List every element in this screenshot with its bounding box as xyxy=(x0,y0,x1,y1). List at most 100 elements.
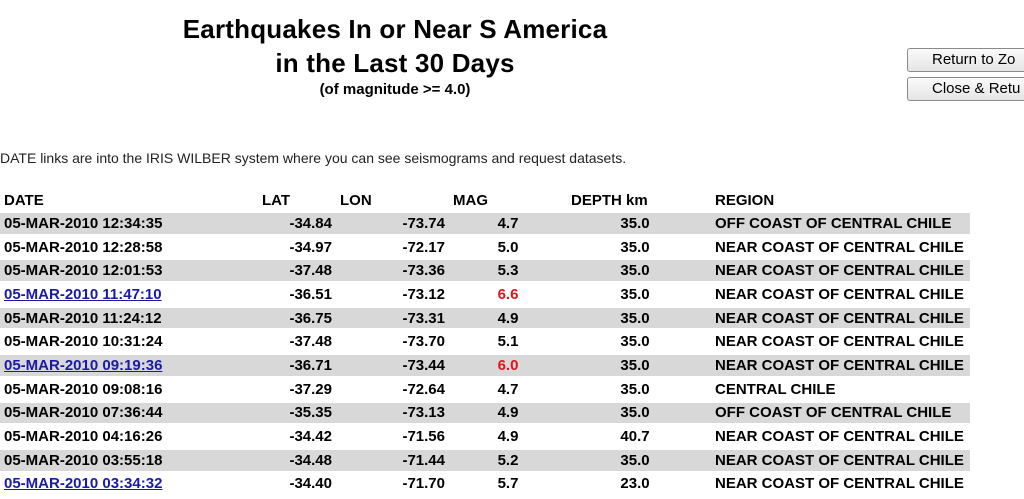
region-cell: NEAR COAST OF CENTRAL CHILE xyxy=(715,333,964,351)
table-row: 05-MAR-2010 04:16:26 -34.42 -71.56 4.9 40.7 N… xyxy=(0,426,970,447)
lat-cell: -37.48 xyxy=(258,260,336,282)
page-title-line-2: in the Last 30 Days xyxy=(275,48,515,78)
date-cell: 05-MAR-2010 12:34:35 xyxy=(0,213,258,234)
lat-cell: -37.48 xyxy=(289,333,332,351)
lat-cell: -36.51 xyxy=(289,285,332,303)
depth-cell: 35.0 xyxy=(567,213,703,234)
region-cell: NEAR COAST OF CENTRAL CHILE xyxy=(703,355,970,376)
close-and-return-button[interactable]: Close & Retu xyxy=(907,77,1024,101)
depth-cell: 35.0 xyxy=(567,307,703,329)
lon-cell: -73.31 xyxy=(336,307,449,329)
column-header-date: DATE xyxy=(4,191,44,209)
date-cell: 05-MAR-2010 04:16:26 xyxy=(4,428,163,446)
date-cell: 05-MAR-2010 03:55:18 xyxy=(0,449,258,471)
table-header-row: DATE LAT LON MAG DEPTH km REGION xyxy=(0,190,970,210)
date-link[interactable]: 05-MAR-2010 11:47:10 xyxy=(4,285,162,303)
depth-cell: 23.0 xyxy=(620,475,650,493)
region-cell: NEAR COAST OF CENTRAL CHILE xyxy=(715,428,964,446)
date-cell: 05-MAR-2010 11:24:12 xyxy=(0,307,258,329)
region-cell: NEAR COAST OF CENTRAL CHILE xyxy=(703,449,970,471)
table-body: 05-MAR-2010 12:34:35 -34.84 -73.74 4.7 35.0 O… xyxy=(0,213,970,494)
date-cell[interactable]: 05-MAR-2010 11:47:10 xyxy=(0,284,258,305)
column-header-mag: MAG xyxy=(453,191,488,209)
lat-cell: -36.75 xyxy=(258,307,336,329)
lon-cell: -73.74 xyxy=(336,213,449,234)
mag-cell: 4.7 xyxy=(497,380,519,398)
mag-cell: 5.3 xyxy=(449,260,567,282)
mag-cell: 5.1 xyxy=(497,333,519,351)
column-header-region: REGION xyxy=(715,191,775,209)
lon-cell: -72.64 xyxy=(402,380,445,398)
table-row: 05-MAR-2010 12:34:35 -34.84 -73.74 4.7 35.0 O… xyxy=(0,213,970,234)
region-cell: NEAR COAST OF CENTRAL CHILE xyxy=(715,475,964,493)
mag-cell: 4.9 xyxy=(449,307,567,329)
page-title-line-1: Earthquakes In or Near S America xyxy=(182,14,608,44)
depth-cell: 40.7 xyxy=(620,428,650,446)
earthquake-table: DATE LAT LON MAG DEPTH km REGION 05-MAR-… xyxy=(0,187,970,497)
lon-cell: -71.70 xyxy=(402,475,445,493)
title-block: Earthquakes In or Near S America in the … xyxy=(0,12,790,98)
region-cell: NEAR COAST OF CENTRAL CHILE xyxy=(703,260,970,282)
mag-cell: 4.7 xyxy=(449,213,567,234)
date-cell: 05-MAR-2010 12:01:53 xyxy=(0,260,258,282)
lat-cell: -35.35 xyxy=(258,402,336,424)
lat-cell: -34.40 xyxy=(289,475,332,493)
date-cell: 05-MAR-2010 10:31:24 xyxy=(4,333,163,351)
column-header-lat: LAT xyxy=(262,191,291,209)
depth-cell: 35.0 xyxy=(620,285,650,303)
depth-cell: 35.0 xyxy=(567,449,703,471)
page-subtitle: (of magnitude >= 4.0) xyxy=(319,81,471,98)
region-cell: OFF COAST OF CENTRAL CHILE xyxy=(703,402,970,424)
table-row: 05-MAR-2010 09:08:16 -37.29 -72.64 4.7 35.0 C… xyxy=(0,379,970,400)
intro-text: DATE links are into the IRIS WILBER syst… xyxy=(0,150,627,166)
depth-cell: 35.0 xyxy=(567,402,703,424)
depth-cell: 35.0 xyxy=(567,260,703,282)
table-row: 05-MAR-2010 11:24:12 -36.75 -73.31 4.9 35.0 N… xyxy=(0,307,970,329)
mag-cell: 5.0 xyxy=(497,238,519,256)
mag-cell: 6.0 xyxy=(449,355,567,376)
date-cell[interactable]: 05-MAR-2010 09:19:36 xyxy=(0,355,258,376)
depth-cell: 35.0 xyxy=(620,333,650,351)
date-cell: 05-MAR-2010 12:28:58 xyxy=(4,238,163,256)
date-link[interactable]: 05-MAR-2010 09:19:36 xyxy=(4,356,163,374)
table-row: 05-MAR-2010 03:34:32 -34.40 -71.70 5.7 23.0 N… xyxy=(0,474,970,495)
lon-cell: -71.56 xyxy=(402,428,445,446)
table-row: 05-MAR-2010 03:55:18 -34.48 -71.44 5.2 35.0 N… xyxy=(0,449,970,471)
lon-cell: -73.70 xyxy=(402,333,445,351)
depth-cell: 35.0 xyxy=(620,380,650,398)
lat-cell: -34.48 xyxy=(258,449,336,471)
lon-cell: -71.44 xyxy=(336,449,449,471)
lat-cell: -37.29 xyxy=(289,380,332,398)
lat-cell: -36.71 xyxy=(258,355,336,376)
lat-cell: -34.84 xyxy=(258,213,336,234)
table-row: 05-MAR-2010 11:47:10 -36.51 -73.12 6.6 35.0 N… xyxy=(0,284,970,305)
mag-cell: 4.9 xyxy=(497,428,519,446)
region-cell: CENTRAL CHILE xyxy=(715,380,836,398)
table-row: 05-MAR-2010 12:01:53 -37.48 -73.36 5.3 35.0 N… xyxy=(0,260,970,282)
depth-cell: 35.0 xyxy=(620,238,650,256)
mag-cell: 4.9 xyxy=(449,402,567,424)
region-cell: NEAR COAST OF CENTRAL CHILE xyxy=(715,238,964,256)
column-header-depth: DEPTH km xyxy=(571,191,648,209)
table-row: 05-MAR-2010 07:36:44 -35.35 -73.13 4.9 35.0 O… xyxy=(0,402,970,424)
date-cell: 05-MAR-2010 07:36:44 xyxy=(0,402,258,424)
lon-cell: -72.17 xyxy=(402,238,445,256)
mag-cell: 5.7 xyxy=(497,475,519,493)
return-button[interactable]: Return to Zo xyxy=(907,48,1024,72)
date-cell[interactable]: 05-MAR-2010 03:34:32 xyxy=(0,474,258,495)
mag-cell: 6.6 xyxy=(497,285,519,303)
lat-cell: -34.42 xyxy=(289,428,332,446)
table-row: 05-MAR-2010 09:19:36 -36.71 -73.44 6.0 35.0 N… xyxy=(0,355,970,376)
depth-cell: 35.0 xyxy=(567,355,703,376)
lon-cell: -73.36 xyxy=(336,260,449,282)
region-cell: OFF COAST OF CENTRAL CHILE xyxy=(703,213,970,234)
lat-cell: -34.97 xyxy=(289,238,332,256)
region-cell: NEAR COAST OF CENTRAL CHILE xyxy=(703,307,970,329)
lon-cell: -73.44 xyxy=(336,355,449,376)
mag-cell: 5.2 xyxy=(449,449,567,471)
date-cell: 05-MAR-2010 09:08:16 xyxy=(4,380,163,398)
date-link[interactable]: 05-MAR-2010 03:34:32 xyxy=(4,475,163,493)
lon-cell: -73.13 xyxy=(336,402,449,424)
region-cell: NEAR COAST OF CENTRAL CHILE xyxy=(715,285,964,303)
